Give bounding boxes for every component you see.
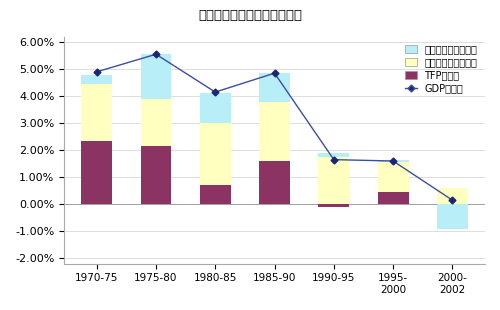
Bar (200, 93, 230, 123)
Bar (259, 161, 290, 204)
Bar (437, 204, 468, 208)
Bar (82, 84, 112, 141)
Bar (378, 162, 408, 192)
Bar (437, 204, 468, 228)
Bar (378, 160, 408, 162)
Bar (200, 123, 230, 185)
Bar (140, 54, 172, 99)
Bar (437, 188, 468, 204)
Bar (318, 157, 349, 204)
Bar (259, 102, 290, 161)
Text: 図４．経済成長率の要因分解: 図４．経済成長率の要因分解 (198, 9, 302, 22)
Bar (140, 99, 172, 146)
Legend: 労働投入増加の寄与, 資本投入増加の寄与, TFPの寄与, GDP成長率: 労働投入増加の寄与, 資本投入増加の寄与, TFPの寄与, GDP成長率 (402, 42, 480, 96)
Bar (82, 141, 112, 204)
Bar (200, 185, 230, 204)
Bar (318, 204, 349, 207)
Bar (318, 153, 349, 157)
Bar (82, 74, 112, 84)
Bar (378, 192, 408, 204)
Bar (259, 73, 290, 102)
Bar (140, 146, 172, 204)
